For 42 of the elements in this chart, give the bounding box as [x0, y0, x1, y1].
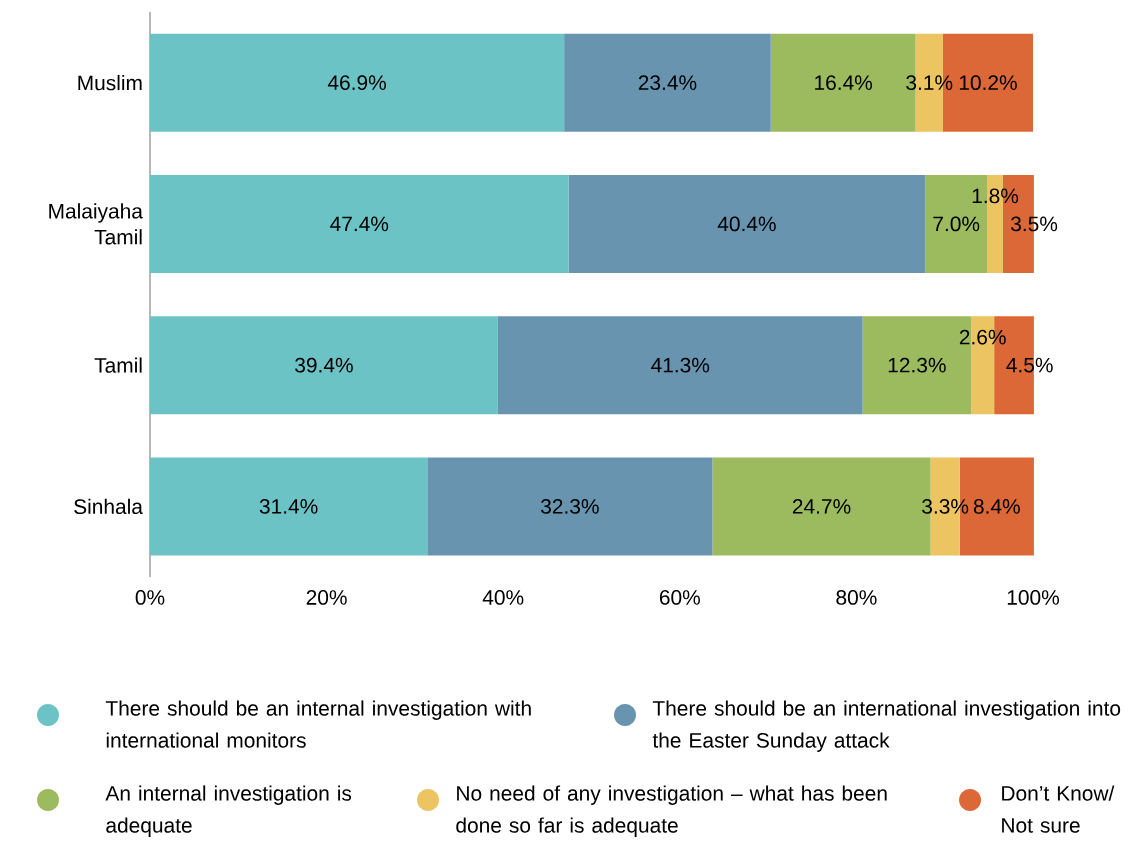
x-tick-label: 100%	[1007, 590, 1059, 605]
data-label: 23.4%	[638, 75, 697, 91]
legend-label: No need of any investigation – what has been done so far is adequate	[456, 785, 887, 837]
data-label: 1.8%	[972, 188, 1019, 204]
x-tick-label: 20%	[306, 590, 347, 605]
x-tick-label: 40%	[482, 590, 524, 605]
legend-label: There should be an internal investigation with international monitors	[105, 700, 531, 748]
data-label: 8.4%	[973, 498, 1020, 514]
y-tick-label: Tamil	[94, 357, 142, 373]
data-label: 2.6%	[959, 329, 1006, 345]
data-label: 3.3%	[922, 498, 969, 514]
bar	[150, 174, 569, 273]
legend-label: An internal investigation is adequate	[105, 785, 352, 837]
data-label: 40.4%	[717, 216, 776, 232]
data-label: 31.4%	[259, 498, 318, 514]
bar	[150, 457, 428, 556]
data-label: 10.2%	[959, 75, 1017, 91]
data-label: 39.4%	[295, 357, 353, 373]
data-label: 32.3%	[540, 498, 599, 514]
y-tick-label: Muslim	[78, 74, 142, 91]
bar	[150, 316, 498, 415]
x-tick-label: 60%	[659, 590, 700, 605]
data-label: 16.4%	[815, 75, 873, 91]
y-tick-label: Malaiyaha Tamil	[49, 203, 143, 245]
bar	[568, 174, 926, 273]
data-label: 7.0%	[933, 216, 980, 232]
data-label: 3.5%	[1011, 216, 1058, 232]
data-label: 12.3%	[888, 357, 946, 373]
bar	[150, 33, 565, 132]
data-label: 46.9%	[327, 75, 386, 91]
x-tick-label: 80%	[836, 590, 877, 605]
x-tick-label: 0%	[135, 590, 165, 605]
data-label: 47.4%	[330, 216, 389, 232]
y-tick-label: Sinhala	[74, 498, 143, 515]
bar	[497, 316, 863, 415]
data-label: 3.1%	[906, 75, 953, 91]
bar	[564, 33, 771, 132]
data-label: 41.3%	[651, 357, 710, 373]
legend-label: Don’t Know/ Not sure	[1002, 785, 1115, 833]
legend-label: There should be an international investigation into the Easter Sunday attack	[652, 700, 1121, 752]
bar	[427, 457, 713, 556]
data-label: 24.7%	[792, 499, 851, 514]
